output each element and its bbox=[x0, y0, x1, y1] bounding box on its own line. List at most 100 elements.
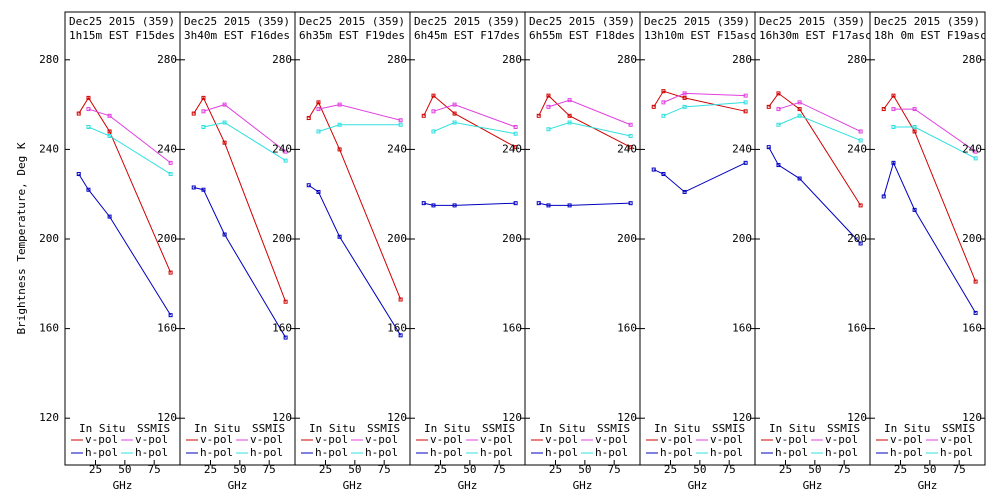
legend-group-title: SSMIS bbox=[482, 422, 515, 435]
point-marker bbox=[452, 111, 457, 116]
y-tick-label: 280 bbox=[157, 53, 177, 66]
x-tick-label: 75 bbox=[148, 463, 161, 476]
legend-label: h-pol bbox=[545, 446, 578, 459]
point-marker bbox=[682, 189, 687, 194]
y-tick-label: 120 bbox=[732, 411, 752, 424]
series-line bbox=[203, 121, 286, 162]
point-marker bbox=[776, 122, 781, 127]
y-tick-label: 280 bbox=[617, 53, 637, 66]
legend-group-title: SSMIS bbox=[252, 422, 285, 435]
x-tick-label: 25 bbox=[664, 463, 677, 476]
y-tick-label: 120 bbox=[962, 411, 982, 424]
point-marker bbox=[316, 189, 321, 194]
point-marker bbox=[107, 133, 112, 138]
point-marker bbox=[912, 207, 917, 212]
legend-label: v-pol bbox=[940, 433, 973, 446]
point-marker bbox=[536, 113, 541, 118]
legend-group-title: In Situ bbox=[539, 422, 585, 435]
legend-label: v-pol bbox=[365, 433, 398, 446]
legend-group-title: SSMIS bbox=[367, 422, 400, 435]
series-line bbox=[423, 94, 516, 148]
point-marker bbox=[628, 122, 633, 127]
point-marker bbox=[398, 297, 403, 302]
point-marker bbox=[452, 120, 457, 125]
point-marker bbox=[973, 149, 978, 154]
y-tick-label: 200 bbox=[39, 232, 59, 245]
legend-label: h-pol bbox=[660, 446, 693, 459]
series-line bbox=[893, 108, 976, 153]
point-marker bbox=[107, 214, 112, 219]
x-tick-label: 75 bbox=[263, 463, 276, 476]
legend-label: v-pol bbox=[710, 433, 743, 446]
y-tick-label: 200 bbox=[157, 232, 177, 245]
point-marker bbox=[86, 107, 91, 112]
y-tick-label: 120 bbox=[502, 411, 522, 424]
point-marker bbox=[337, 234, 342, 239]
x-tick-label: 25 bbox=[779, 463, 792, 476]
point-marker bbox=[661, 89, 666, 94]
point-marker bbox=[776, 163, 781, 168]
x-tick-label: 25 bbox=[894, 463, 907, 476]
point-marker bbox=[546, 104, 551, 109]
series-line bbox=[538, 94, 631, 148]
series-line bbox=[548, 122, 631, 137]
y-tick-label: 280 bbox=[502, 53, 522, 66]
y-tick-label: 160 bbox=[157, 322, 177, 335]
panel: Dec25 2015 (359)16h30m EST F17asc bbox=[759, 15, 870, 246]
point-marker bbox=[452, 102, 457, 107]
point-marker bbox=[168, 160, 173, 165]
point-marker bbox=[858, 241, 863, 246]
legend-group-title: In Situ bbox=[654, 422, 700, 435]
point-marker bbox=[661, 100, 666, 105]
y-tick-label: 240 bbox=[617, 142, 637, 155]
y-tick-label: 160 bbox=[272, 322, 292, 335]
panel-subtitle: 18h 0m EST F19asc bbox=[874, 29, 987, 42]
x-tick-label: 50 bbox=[808, 463, 821, 476]
point-marker bbox=[398, 333, 403, 338]
legend-label: h-pol bbox=[315, 446, 348, 459]
point-marker bbox=[283, 149, 288, 154]
point-marker bbox=[283, 335, 288, 340]
series-line bbox=[193, 186, 287, 338]
legend-label: v-pol bbox=[250, 433, 283, 446]
x-tick-label: 75 bbox=[378, 463, 391, 476]
legend-label: h-pol bbox=[430, 446, 463, 459]
panel-title: Dec25 2015 (359) bbox=[759, 15, 865, 28]
series-line bbox=[778, 101, 861, 132]
y-tick-label: 120 bbox=[847, 411, 867, 424]
x-tick-label: 50 bbox=[118, 463, 131, 476]
series-line bbox=[663, 101, 746, 117]
point-marker bbox=[661, 113, 666, 118]
point-marker bbox=[452, 203, 457, 208]
point-marker bbox=[567, 98, 572, 103]
legend-label: h-pol bbox=[890, 446, 923, 459]
point-marker bbox=[891, 93, 896, 98]
point-marker bbox=[567, 203, 572, 208]
y-tick-label: 200 bbox=[387, 232, 407, 245]
legend-label: v-pol bbox=[660, 433, 693, 446]
series-line bbox=[88, 108, 171, 164]
point-marker bbox=[536, 201, 541, 206]
series-line bbox=[883, 161, 977, 314]
point-marker bbox=[567, 113, 572, 118]
legend-label: h-pol bbox=[710, 446, 743, 459]
x-axis-label: GHz bbox=[343, 479, 363, 492]
y-tick-label: 120 bbox=[157, 411, 177, 424]
x-tick-label: 75 bbox=[953, 463, 966, 476]
point-marker bbox=[858, 203, 863, 208]
point-marker bbox=[881, 107, 886, 112]
point-marker bbox=[891, 107, 896, 112]
panel-title: Dec25 2015 (359) bbox=[414, 15, 520, 28]
point-marker bbox=[86, 187, 91, 192]
panel: Dec25 2015 (359)6h45m EST F17des bbox=[414, 15, 520, 208]
y-tick-label: 160 bbox=[387, 322, 407, 335]
point-marker bbox=[306, 183, 311, 188]
point-marker bbox=[316, 107, 321, 112]
point-marker bbox=[86, 95, 91, 100]
y-tick-label: 240 bbox=[387, 142, 407, 155]
point-marker bbox=[168, 172, 173, 177]
x-tick-label: 75 bbox=[493, 463, 506, 476]
series-line bbox=[78, 96, 172, 273]
legend-label: h-pol bbox=[200, 446, 233, 459]
point-marker bbox=[766, 104, 771, 109]
